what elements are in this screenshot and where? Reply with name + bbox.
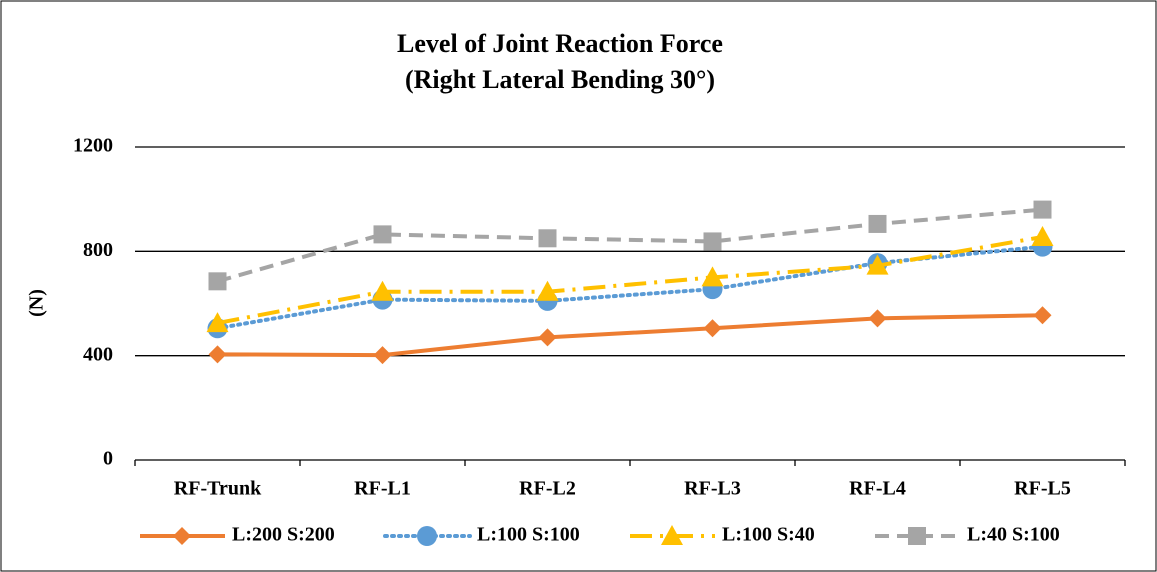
legend-label: L:100 S:40 — [722, 524, 815, 546]
data-point — [1033, 200, 1052, 219]
x-tick-label: RF-L5 — [1014, 478, 1071, 500]
series-line — [215, 244, 1045, 331]
data-point — [538, 328, 557, 347]
data-point — [371, 280, 394, 301]
data-point — [208, 345, 227, 364]
data-point — [538, 229, 557, 248]
legend-marker — [417, 526, 437, 546]
data-point — [1031, 225, 1054, 246]
data-point — [206, 312, 229, 333]
chart-title: Level of Joint Reaction Force — [397, 29, 723, 58]
x-tick-label: RF-L2 — [519, 478, 576, 500]
data-point — [868, 214, 887, 233]
y-tick-label: 800 — [83, 239, 113, 261]
y-tick-label: 0 — [103, 448, 113, 470]
series-line — [217, 313, 1043, 358]
series-line — [216, 207, 1043, 284]
data-point — [703, 232, 722, 251]
y-tick-label: 400 — [83, 343, 113, 365]
data-point — [208, 272, 227, 291]
data-point — [703, 319, 722, 338]
legend-marker — [661, 525, 683, 545]
legend-marker — [908, 527, 926, 545]
x-tick-label: RF-L4 — [849, 478, 906, 500]
data-point — [868, 309, 887, 328]
y-axis-label: (N) — [26, 289, 48, 317]
data-point — [373, 225, 392, 244]
y-tick-label: 1200 — [73, 135, 113, 157]
data-point — [701, 266, 724, 287]
legend-label: L:200 S:200 — [232, 524, 335, 546]
data-point — [1033, 306, 1052, 325]
x-tick-label: RF-L1 — [354, 478, 411, 500]
x-tick-label: RF-Trunk — [174, 478, 262, 500]
x-tick-label: RF-L3 — [684, 478, 741, 500]
series-line — [217, 235, 1043, 326]
legend-label: L:40 S:100 — [967, 524, 1060, 546]
legend-marker — [173, 527, 191, 545]
legend-label: L:100 S:100 — [477, 524, 580, 546]
data-point — [536, 280, 559, 301]
data-point — [866, 254, 889, 275]
data-point — [373, 346, 392, 365]
chart-subtitle: (Right Lateral Bending 30°) — [405, 65, 715, 94]
